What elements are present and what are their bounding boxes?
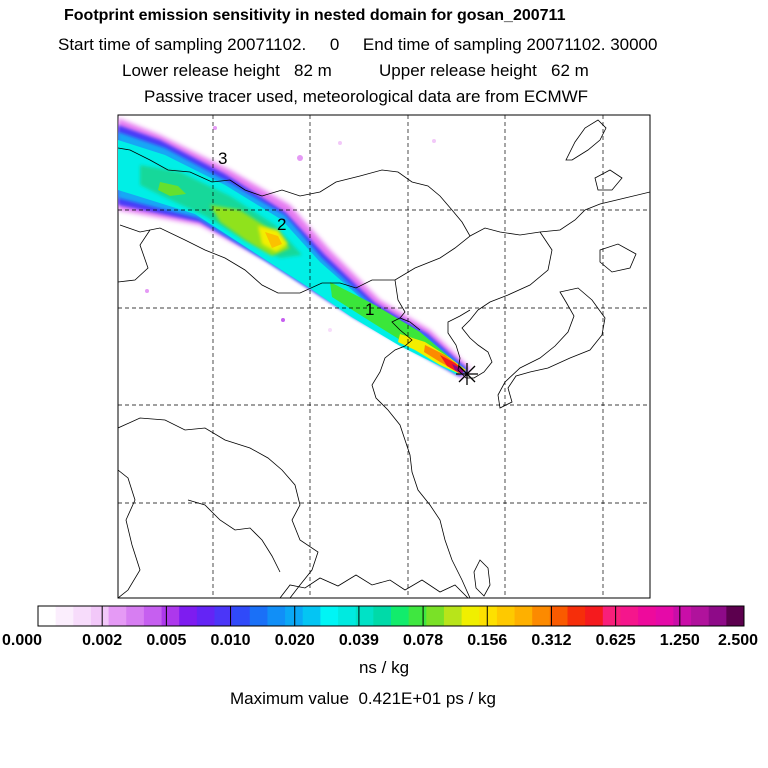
colorbar-swatch	[726, 606, 745, 626]
colorbar-tick-label: 0.002	[82, 632, 123, 649]
colorbar-swatch	[620, 606, 639, 626]
colorbar-tick-label: 0.078	[403, 632, 444, 649]
trajectory-label-3: 3	[218, 149, 227, 168]
colorbar-swatch	[267, 606, 286, 626]
colorbar-swatch	[161, 606, 180, 626]
sampling-time: Start time of sampling 20071102. 0 End t…	[58, 35, 658, 54]
colorbar-swatch	[108, 606, 127, 626]
colorbar-swatch	[391, 606, 410, 626]
colorbar-swatch	[602, 606, 621, 626]
colorbar-swatch	[443, 606, 462, 626]
colorbar-swatch	[638, 606, 657, 626]
colorbar-swatch	[514, 606, 533, 626]
colorbar-swatch	[461, 606, 480, 626]
colorbar-tick-label: 0.000	[1, 632, 43, 649]
colorbar-swatch	[232, 606, 251, 626]
colorbar-swatch	[320, 606, 339, 626]
colorbar-swatch	[143, 606, 162, 626]
colorbar-swatch	[302, 606, 321, 626]
colorbar-tick-label: 0.020	[274, 632, 315, 649]
colorbar-swatch	[479, 606, 498, 626]
lat-lon-grid	[118, 115, 650, 598]
trajectory-label-1: 1	[365, 300, 374, 319]
colorbar-swatch	[249, 606, 268, 626]
colorbar-tick-label: 2.500	[717, 632, 759, 649]
coastlines-borders	[118, 119, 650, 598]
colorbar-swatch	[73, 606, 92, 626]
receptor-marker	[456, 363, 478, 385]
colorbar-swatch	[567, 606, 586, 626]
colorbar-swatch	[496, 606, 515, 626]
colorbar-units: ns / kg	[358, 658, 410, 677]
colorbar-swatch	[655, 606, 674, 626]
colorbar-swatch	[179, 606, 198, 626]
colorbar-swatch	[126, 606, 145, 626]
colorbar-swatch	[55, 606, 74, 626]
colorbar-swatch	[196, 606, 215, 626]
maximum-value: Maximum value 0.421E+01 ps / kg	[230, 689, 496, 708]
colorbar-tick-label: 0.625	[595, 632, 636, 649]
colorbar-swatch	[549, 606, 568, 626]
colorbar-swatch	[214, 606, 233, 626]
colorbar-swatch	[285, 606, 304, 626]
colorbar-swatch	[691, 606, 710, 626]
colorbar-swatch	[38, 606, 57, 626]
colorbar	[37, 605, 745, 627]
emission-sensitivity-plume	[118, 118, 470, 378]
page-title: Footprint emission sensitivity in nested…	[64, 7, 566, 24]
colorbar-tick-label: 0.005	[146, 632, 187, 649]
colorbar-swatch	[90, 606, 109, 626]
colorbar-swatch	[426, 606, 445, 626]
trajectory-label-2: 2	[277, 215, 286, 234]
colorbar-swatch	[338, 606, 357, 626]
colorbar-swatch	[585, 606, 604, 626]
release-height: Lower release height 82 m Upper release …	[122, 61, 589, 80]
colorbar-tick-label: 1.250	[659, 632, 700, 649]
colorbar-swatch	[408, 606, 427, 626]
tracer-info: Passive tracer used, meteorological data…	[144, 87, 589, 106]
colorbar-frame	[37, 605, 745, 627]
colorbar-tick-label: 0.039	[338, 632, 379, 649]
colorbar-tick-label: 0.010	[210, 632, 251, 649]
colorbar-swatch	[708, 606, 727, 626]
colorbar-swatch	[355, 606, 374, 626]
colorbar-tick-label: 0.156	[467, 632, 508, 649]
colorbar-swatch	[673, 606, 692, 626]
colorbar-tick-label: 0.312	[531, 632, 572, 649]
colorbar-swatch	[373, 606, 392, 626]
colorbar-swatch	[532, 606, 551, 626]
